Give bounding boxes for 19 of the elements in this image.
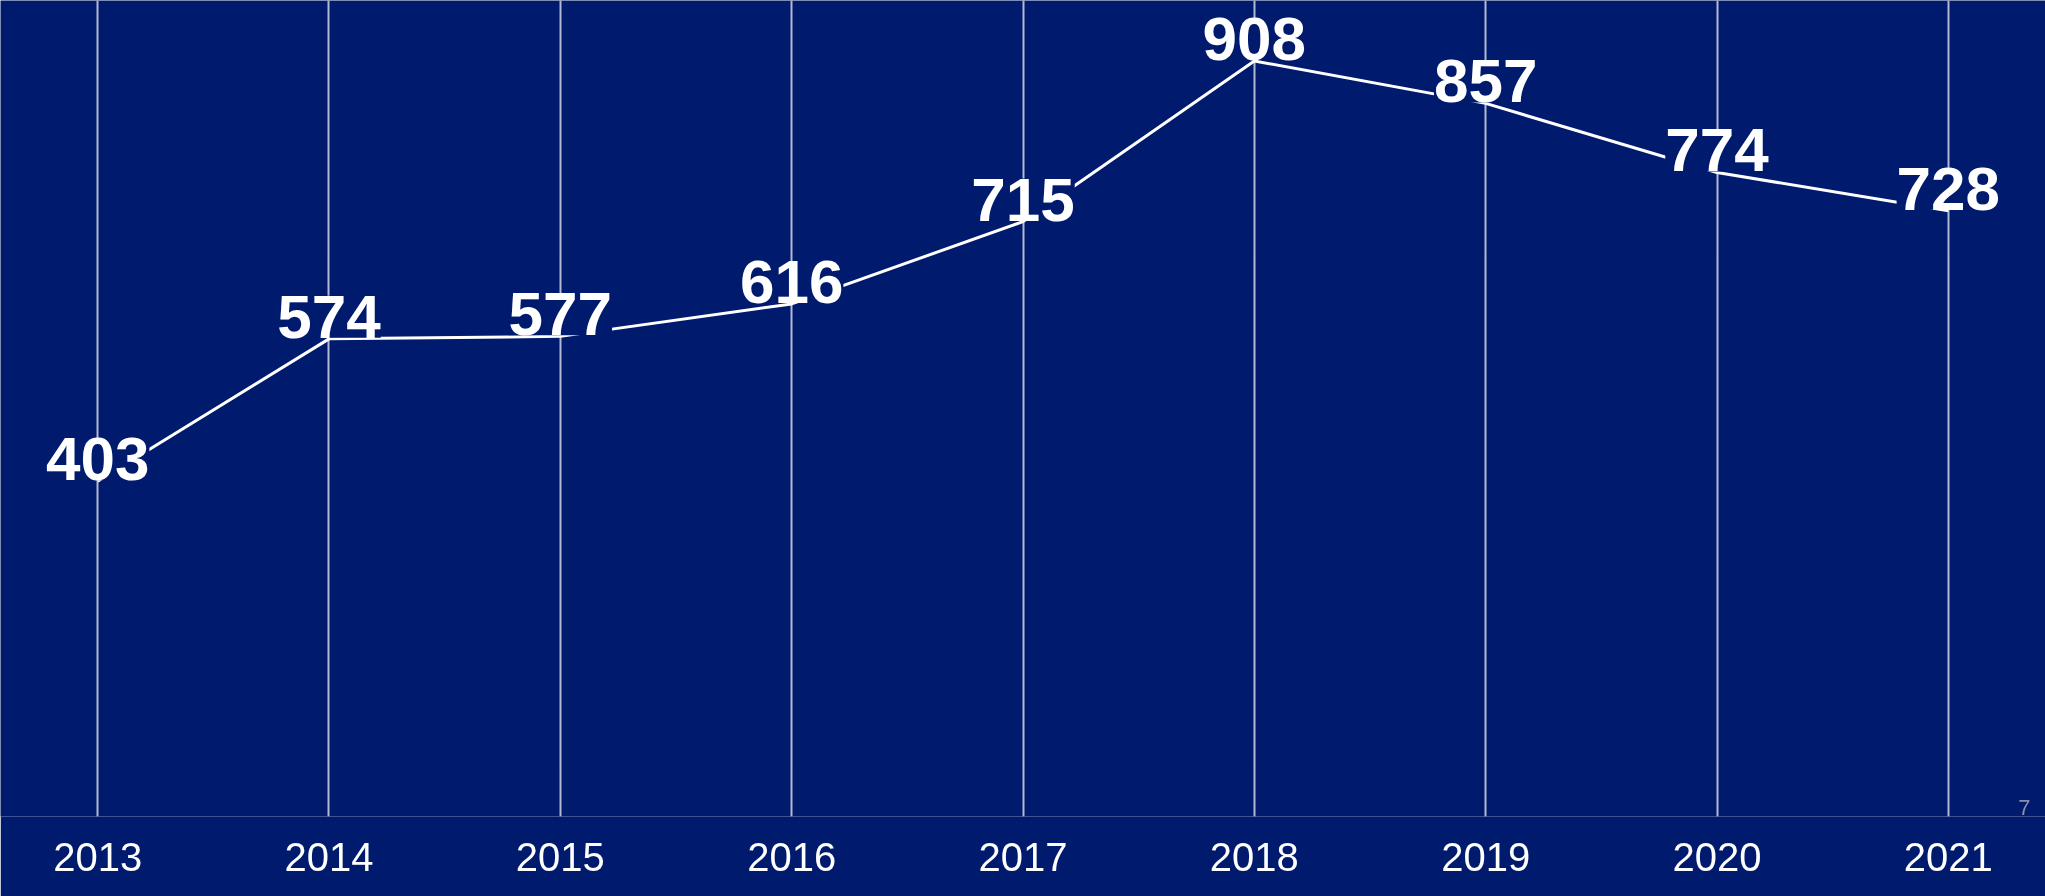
- x-tick-label: 2016: [747, 834, 837, 879]
- x-tick-label: 2013: [53, 834, 143, 879]
- data-label: 774: [1665, 115, 1770, 185]
- x-tick-label: 2015: [515, 834, 605, 879]
- x-tick-label: 2021: [1903, 834, 1993, 879]
- data-label: 616: [739, 246, 844, 316]
- x-tick-label: 2014: [284, 834, 374, 879]
- data-label: 908: [1202, 3, 1307, 73]
- x-tick-label: 2020: [1672, 834, 1762, 879]
- data-label: 574: [277, 281, 382, 351]
- data-label: 403: [45, 424, 150, 494]
- x-tick-label: 2019: [1441, 834, 1531, 879]
- data-label: 577: [508, 279, 613, 349]
- x-tick-label: 2018: [1209, 834, 1299, 879]
- data-label: 857: [1433, 46, 1538, 116]
- x-tick-label: 2017: [978, 834, 1068, 879]
- text: 7: [2018, 794, 2031, 820]
- data-label: 728: [1896, 153, 2001, 223]
- data-label: 715: [971, 164, 1075, 234]
